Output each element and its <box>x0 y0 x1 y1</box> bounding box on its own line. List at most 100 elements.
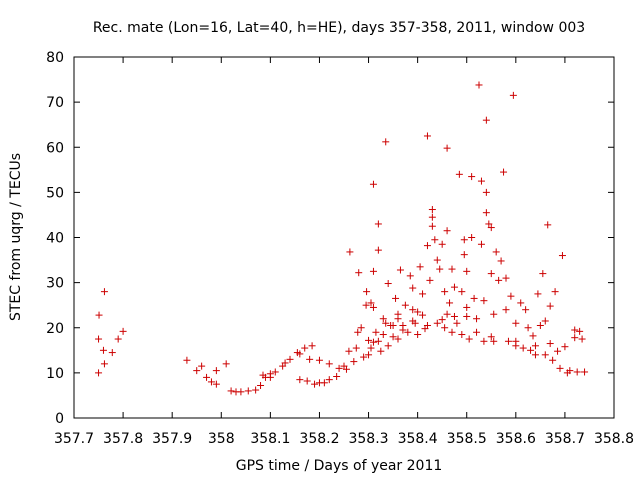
data-point <box>362 301 370 309</box>
data-point <box>379 331 387 339</box>
data-point <box>541 351 549 359</box>
data-point <box>352 344 360 352</box>
data-point <box>539 270 547 278</box>
data-point <box>419 311 427 319</box>
data-point <box>271 368 279 376</box>
data-point <box>490 337 498 345</box>
y-tick-label: 0 <box>55 411 64 427</box>
data-point <box>237 388 245 396</box>
data-point <box>95 369 103 377</box>
data-point <box>384 280 392 288</box>
data-point <box>480 337 488 345</box>
data-point <box>365 336 373 344</box>
data-point <box>389 321 397 329</box>
data-point <box>296 376 304 384</box>
data-point <box>527 346 535 354</box>
data-point <box>212 367 220 375</box>
data-point <box>325 376 333 384</box>
data-point <box>507 292 515 300</box>
data-point <box>355 269 363 277</box>
data-point <box>463 312 471 320</box>
data-point <box>446 299 454 307</box>
data-point <box>436 265 444 273</box>
data-point <box>554 347 562 355</box>
data-point <box>534 290 542 298</box>
x-tick-label: 357.7 <box>54 431 94 447</box>
data-point <box>546 302 554 310</box>
data-point <box>495 276 503 284</box>
data-point <box>406 272 414 280</box>
data-point <box>333 372 341 380</box>
data-point <box>95 335 103 343</box>
data-point <box>492 248 500 256</box>
data-point <box>379 315 387 323</box>
data-point <box>374 337 382 345</box>
data-point <box>374 246 382 254</box>
data-point <box>207 378 215 386</box>
data-point <box>369 267 377 275</box>
data-point <box>546 340 554 348</box>
data-point <box>409 317 417 325</box>
y-tick-label: 70 <box>46 95 64 111</box>
data-point <box>363 288 371 296</box>
data-point <box>509 91 517 99</box>
data-point <box>531 342 539 350</box>
data-point <box>529 332 537 340</box>
data-point <box>450 283 458 291</box>
data-point <box>517 299 525 307</box>
data-point <box>487 270 495 278</box>
data-point <box>571 326 579 334</box>
data-point <box>100 360 108 368</box>
data-point <box>301 344 309 352</box>
data-point <box>504 337 512 345</box>
data-point <box>394 315 402 323</box>
data-points <box>95 81 589 396</box>
data-point <box>100 288 108 296</box>
data-point <box>458 331 466 339</box>
data-point <box>227 387 235 395</box>
data-point <box>423 321 431 329</box>
data-point <box>95 311 103 319</box>
data-point <box>325 360 333 368</box>
data-point <box>203 373 211 381</box>
data-point <box>502 274 510 282</box>
y-tick-label: 10 <box>46 366 64 382</box>
data-point <box>428 222 436 230</box>
data-point <box>465 335 473 343</box>
data-point <box>377 347 385 355</box>
data-point <box>502 306 510 314</box>
data-point <box>482 188 490 196</box>
data-point <box>257 382 265 390</box>
data-point <box>382 319 390 327</box>
data-point <box>531 351 539 359</box>
data-point <box>470 294 478 302</box>
data-point <box>365 351 373 359</box>
data-point <box>473 315 481 323</box>
data-point <box>443 227 451 235</box>
data-point <box>423 132 431 140</box>
data-point <box>536 321 544 329</box>
data-point <box>433 319 441 327</box>
data-point <box>389 333 397 341</box>
x-axis-label: GPS time / Days of year 2011 <box>236 458 443 474</box>
data-point <box>544 221 552 229</box>
data-point <box>576 327 584 335</box>
data-point <box>346 248 354 256</box>
data-point <box>350 358 358 366</box>
data-point <box>367 344 375 352</box>
data-point <box>360 353 368 361</box>
data-point <box>399 326 407 334</box>
data-point <box>581 368 589 376</box>
data-point <box>296 350 304 358</box>
data-point <box>448 265 456 273</box>
data-point <box>497 257 505 265</box>
data-point <box>108 349 116 357</box>
data-point <box>244 387 252 395</box>
data-point <box>519 344 527 352</box>
data-point <box>306 355 314 363</box>
data-point <box>438 316 446 324</box>
data-point <box>212 380 220 388</box>
data-point <box>252 386 260 394</box>
data-point <box>308 342 316 350</box>
